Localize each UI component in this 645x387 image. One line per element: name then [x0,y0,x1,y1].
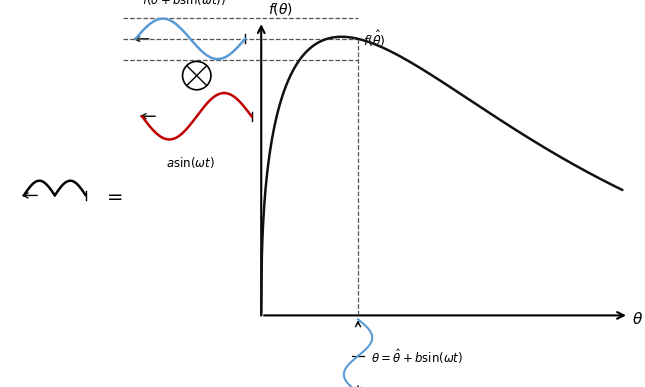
Text: $a\mathrm{sin}(\omega t)$: $a\mathrm{sin}(\omega t)$ [166,155,215,170]
Text: $=$: $=$ [103,186,123,205]
Text: $f(\hat{\theta})$: $f(\hat{\theta})$ [363,29,386,49]
Text: $\theta = \hat{\theta} + b\mathrm{sin}(\omega t)$: $\theta = \hat{\theta} + b\mathrm{sin}(\… [371,346,463,366]
Text: $\theta$: $\theta$ [632,311,643,327]
Text: $f(\theta)$: $f(\theta)$ [268,2,293,17]
Text: $f(\hat{\theta} + b\mathrm{sin}(\omega t))$: $f(\hat{\theta} + b\mathrm{sin}(\omega t… [142,0,226,8]
